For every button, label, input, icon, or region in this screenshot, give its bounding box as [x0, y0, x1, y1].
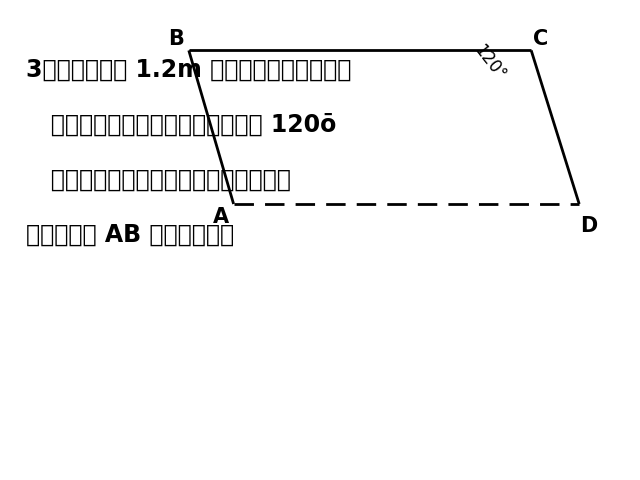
Text: 3．用一块宽为 1.2m 的长方形铁板弯起两边: 3．用一块宽为 1.2m 的长方形铁板弯起两边: [26, 58, 351, 82]
Text: D: D: [580, 216, 597, 236]
Text: 120°: 120°: [470, 41, 509, 84]
Text: A: A: [212, 207, 229, 227]
Text: B: B: [168, 29, 184, 49]
Text: ，它的侧面 AB 应该是多长？: ，它的侧面 AB 应该是多长？: [26, 223, 234, 247]
Text: 做一个水槽，水槽的横断面为底角 120ō: 做一个水槽，水槽的横断面为底角 120ō: [26, 113, 336, 137]
Text: C: C: [533, 29, 548, 49]
Text: 的等腰梯形。要使水槽的横断面积最大: 的等腰梯形。要使水槽的横断面积最大: [26, 168, 291, 192]
